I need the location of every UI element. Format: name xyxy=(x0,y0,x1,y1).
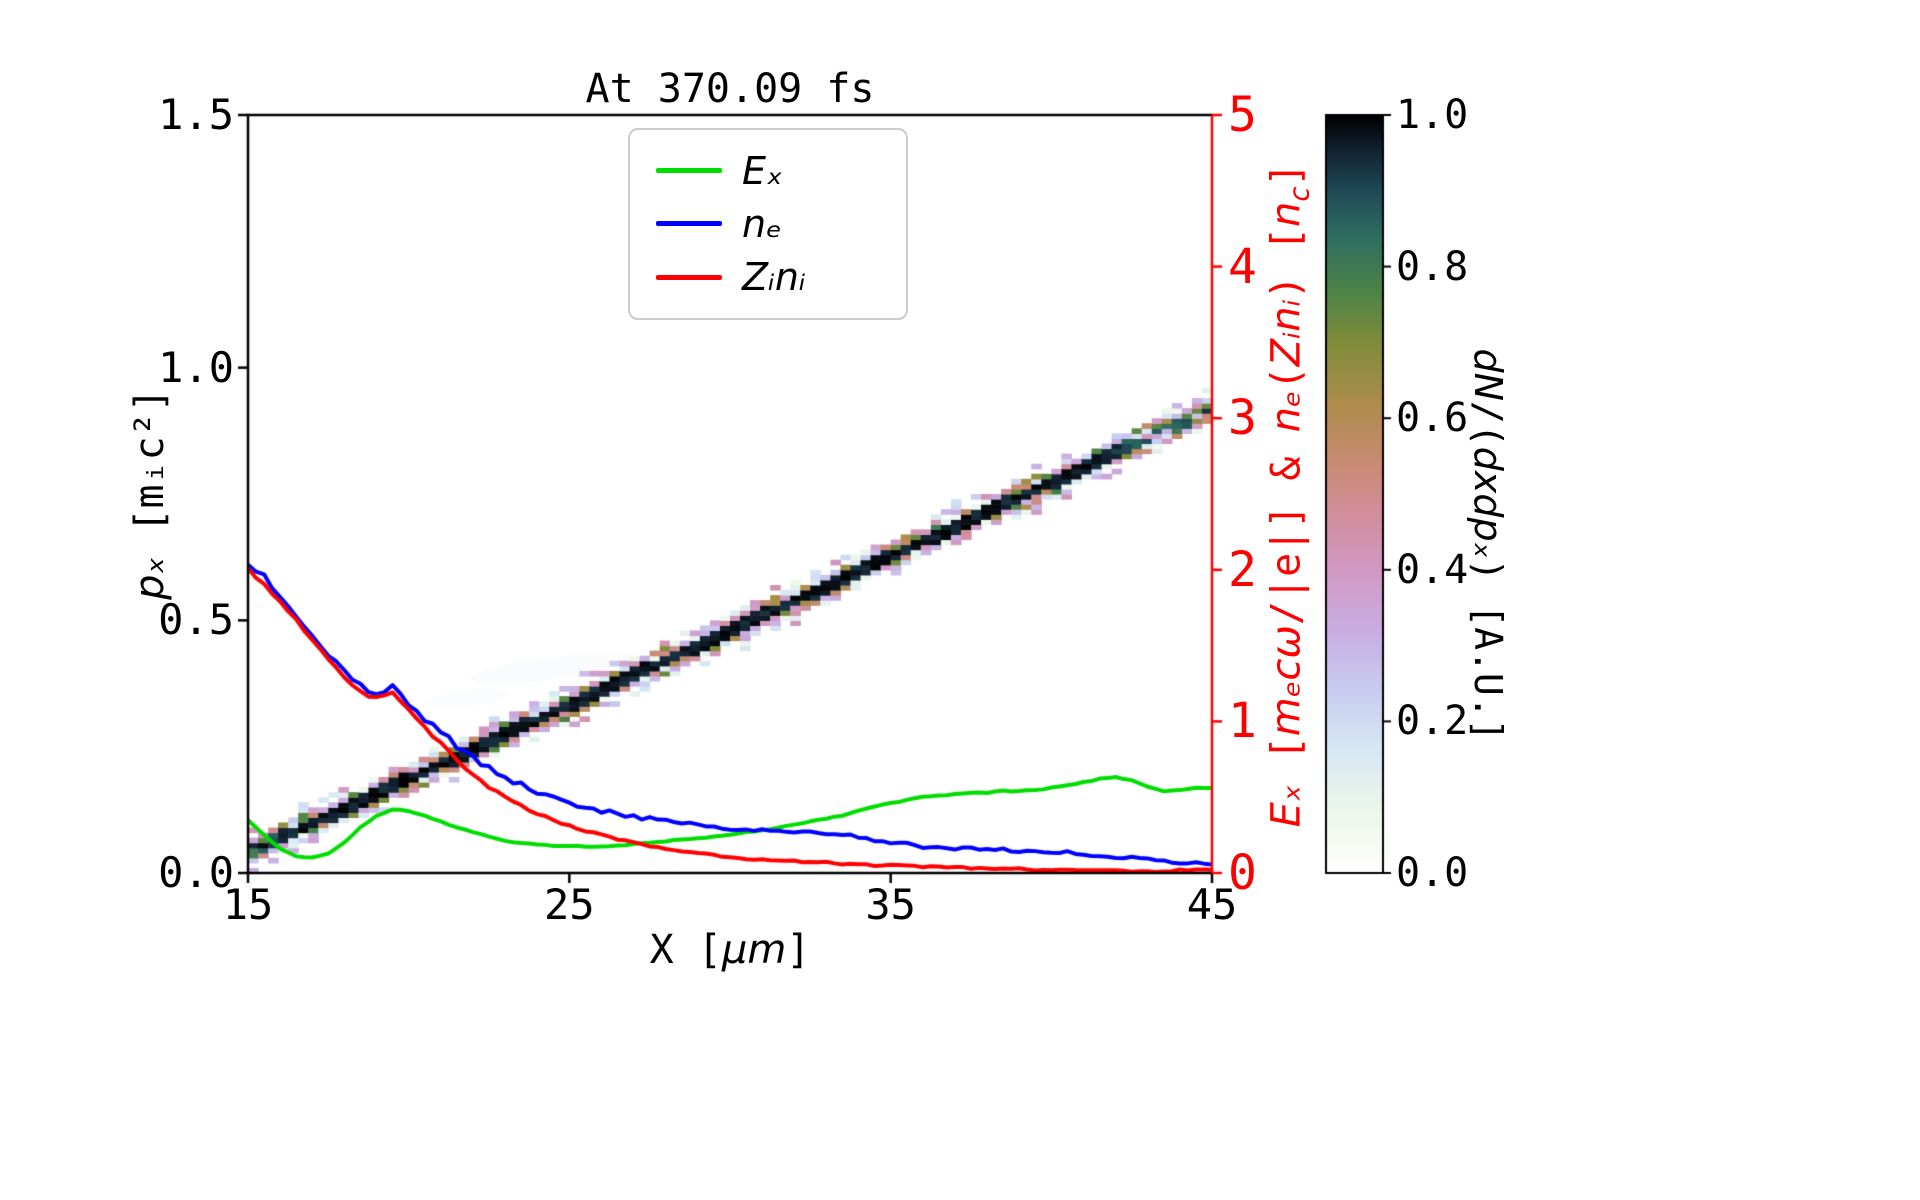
label-segment: Zᵢnᵢ xyxy=(1263,299,1310,367)
label-segment: /( xyxy=(1466,401,1510,447)
label-segment: dN xyxy=(1466,348,1510,402)
y-left-tick-label: 1.0 xyxy=(158,342,234,392)
colorbar-tick-label: 0.0 xyxy=(1396,850,1469,896)
colorbar-tick-label: 0.4 xyxy=(1396,546,1469,593)
legend-label-ne: nₑ xyxy=(742,201,782,246)
label-segment: pₓ xyxy=(127,556,173,600)
label-segment: ) [ xyxy=(1263,226,1310,300)
label-segment: mᵢc² xyxy=(127,412,173,509)
label-segment: ) [A.U.] xyxy=(1466,558,1510,742)
y-left-tick-label: 1.5 xyxy=(158,90,234,139)
legend-label-zini: Zᵢnᵢ xyxy=(742,255,806,300)
x-tick-label: 25 xyxy=(544,880,595,929)
label-segment: X [ xyxy=(649,927,722,973)
y-axis-label-left: pₓ [mᵢc²] xyxy=(127,388,173,600)
y-left-tick-label: 0.5 xyxy=(158,595,234,645)
label-segment: /|e| xyxy=(1263,528,1310,626)
label-segment: ] & xyxy=(1263,432,1310,529)
legend-entry-zini: Zᵢnᵢ xyxy=(656,258,880,296)
legend-line-ne-swatch xyxy=(656,221,722,227)
label-segment: ] xyxy=(1263,162,1310,187)
x-tick-label: 35 xyxy=(865,880,916,929)
colorbar-tick-label: 0.2 xyxy=(1396,698,1469,745)
label-segment: nₑ xyxy=(1263,390,1310,433)
y-right-tick-label: 4 xyxy=(1228,238,1257,295)
colorbar-tick-label: 1.0 xyxy=(1396,92,1469,138)
label-segment: [ xyxy=(127,508,173,557)
colorbar-tick-label: 0.6 xyxy=(1396,395,1469,442)
legend-line-ex-swatch xyxy=(656,168,722,174)
colorbar-tick-label: 0.8 xyxy=(1396,243,1469,290)
label-segment: mₑcω xyxy=(1263,625,1310,737)
y-right-tick-label: 1 xyxy=(1228,693,1257,750)
y-right-tick-label: 0 xyxy=(1228,845,1257,901)
legend-entry-ex: Eₓ xyxy=(656,152,880,190)
x-axis-label: X [μm] xyxy=(650,930,811,970)
x-tick-label: 15 xyxy=(222,880,274,929)
label-segment: c xyxy=(1284,186,1316,202)
label-segment: μm xyxy=(721,927,787,973)
y-axis-label-right: Eₓ [mₑcω/|e|] & nₑ(Zᵢnᵢ) [nc] xyxy=(1263,162,1316,828)
colorbar-label: dN/(dxdpₓ) [A.U.] xyxy=(1466,348,1510,742)
legend-label-ex: Eₓ xyxy=(742,148,783,193)
y-right-tick-label: 3 xyxy=(1228,390,1257,447)
legend-entry-ne: nₑ xyxy=(656,205,880,243)
y-right-tick-label: 5 xyxy=(1228,87,1257,143)
label-segment: Eₓ xyxy=(1263,784,1310,828)
label-segment: ( xyxy=(1263,366,1310,391)
label-segment: n xyxy=(1263,201,1310,227)
label-segment: ] xyxy=(127,388,173,413)
legend: Eₓ nₑ Zᵢnᵢ xyxy=(628,128,908,320)
x-tick-label: 45 xyxy=(1186,880,1238,929)
chart-title: At 370.09 fs xyxy=(585,66,875,112)
label-segment: [ xyxy=(1263,736,1310,785)
y-right-tick-label: 2 xyxy=(1228,541,1257,598)
label-segment: ] xyxy=(786,927,811,973)
y-left-tick-label: 0.0 xyxy=(158,848,234,897)
legend-line-zini-swatch xyxy=(656,274,722,280)
label-segment: dxdpₓ xyxy=(1466,446,1510,559)
